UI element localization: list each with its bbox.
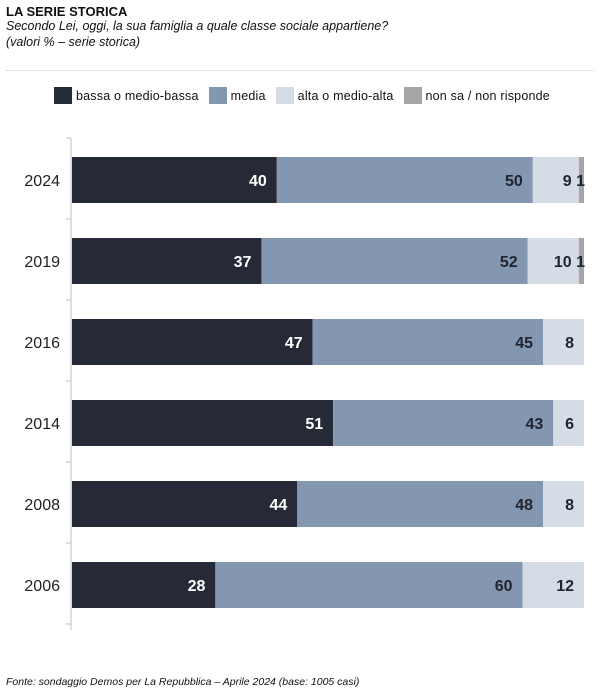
category-label-2016: 2016 xyxy=(24,335,60,352)
category-label-2019: 2019 xyxy=(24,254,60,271)
data-label-media-2019: 52 xyxy=(500,254,518,271)
source-note: Fonte: sondaggio Demos per La Repubblica… xyxy=(6,676,360,688)
bar-segment-bassa-2019 xyxy=(72,238,262,284)
category-label-2024: 2024 xyxy=(24,173,60,190)
data-label-media-2006: 60 xyxy=(495,578,513,595)
header-divider xyxy=(6,70,594,71)
bar-segment-bassa-2014 xyxy=(72,400,334,446)
data-label-bassa-2014: 51 xyxy=(305,416,323,433)
legend-swatch-nonsa xyxy=(403,87,422,104)
data-label-alta-nonsa-2024: 9 1 xyxy=(563,173,585,190)
bar-segment-bassa-2006 xyxy=(72,562,216,608)
legend-label-nonsa: non sa / non risponde xyxy=(425,88,550,103)
bar-segment-alta-2024 xyxy=(532,157,579,203)
data-label-alta-2016: 8 xyxy=(565,335,574,352)
legend-item-nonsa: non sa / non risponde xyxy=(403,87,550,104)
data-label-media-2008: 48 xyxy=(515,497,533,514)
data-label-alta-2014: 6 xyxy=(565,416,574,433)
bar-segment-alta-2006 xyxy=(522,562,584,608)
data-label-media-2024: 50 xyxy=(505,173,523,190)
bar-segment-bassa-2008 xyxy=(72,481,298,527)
category-label-2014: 2014 xyxy=(24,416,60,433)
chart-note: (valori % – serie storica) xyxy=(6,35,141,49)
bar-segment-alta-2008 xyxy=(543,481,584,527)
data-label-bassa-2006: 28 xyxy=(188,578,206,595)
category-label-2006: 2006 xyxy=(24,578,60,595)
legend-item-alta: alta o medio-alta xyxy=(275,87,394,104)
legend-swatch-media xyxy=(208,87,227,104)
data-label-alta-2006: 12 xyxy=(556,578,574,595)
legend-swatch-bassa xyxy=(54,87,72,104)
data-label-alta-2008: 8 xyxy=(565,497,574,514)
data-label-bassa-2016: 47 xyxy=(285,335,303,352)
legend: bassa o medio-bassa media alta o medio-a… xyxy=(54,87,560,104)
bar-segment-alta-2014 xyxy=(553,400,584,446)
data-label-bassa-2024: 40 xyxy=(249,173,267,190)
legend-item-media: media xyxy=(208,87,266,104)
data-label-alta-nonsa-2019: 10 1 xyxy=(554,254,585,271)
data-label-bassa-2008: 44 xyxy=(269,497,287,514)
data-label-bassa-2019: 37 xyxy=(234,254,252,271)
bar-segment-nonsa-2024 xyxy=(578,157,584,203)
bar-segment-nonsa-2019 xyxy=(578,238,584,284)
bar-segment-media-2014 xyxy=(333,400,554,446)
bar-segment-bassa-2024 xyxy=(72,157,277,203)
category-label-2008: 2008 xyxy=(24,497,60,514)
bar-segment-media-2008 xyxy=(297,481,544,527)
legend-swatch-alta xyxy=(275,87,294,104)
chart-title: LA SERIE STORICA xyxy=(6,4,128,19)
bar-segment-media-2016 xyxy=(312,319,544,365)
legend-label-alta: alta o medio-alta xyxy=(297,88,394,103)
legend-item-bassa: bassa o medio-bassa xyxy=(54,87,199,104)
legend-label-media: media xyxy=(230,88,266,103)
bar-segment-media-2019 xyxy=(261,238,528,284)
bar-segment-bassa-2016 xyxy=(72,319,313,365)
data-label-media-2014: 43 xyxy=(525,416,543,433)
bar-segment-media-2024 xyxy=(276,157,533,203)
legend-label-bassa: bassa o medio-bassa xyxy=(76,88,199,103)
data-label-media-2016: 45 xyxy=(515,335,533,352)
bar-segment-media-2006 xyxy=(215,562,523,608)
bar-segment-alta-2019 xyxy=(527,238,579,284)
bar-segment-alta-2016 xyxy=(543,319,584,365)
chart-question: Secondo Lei, oggi, la sua famiglia a qua… xyxy=(6,19,389,33)
